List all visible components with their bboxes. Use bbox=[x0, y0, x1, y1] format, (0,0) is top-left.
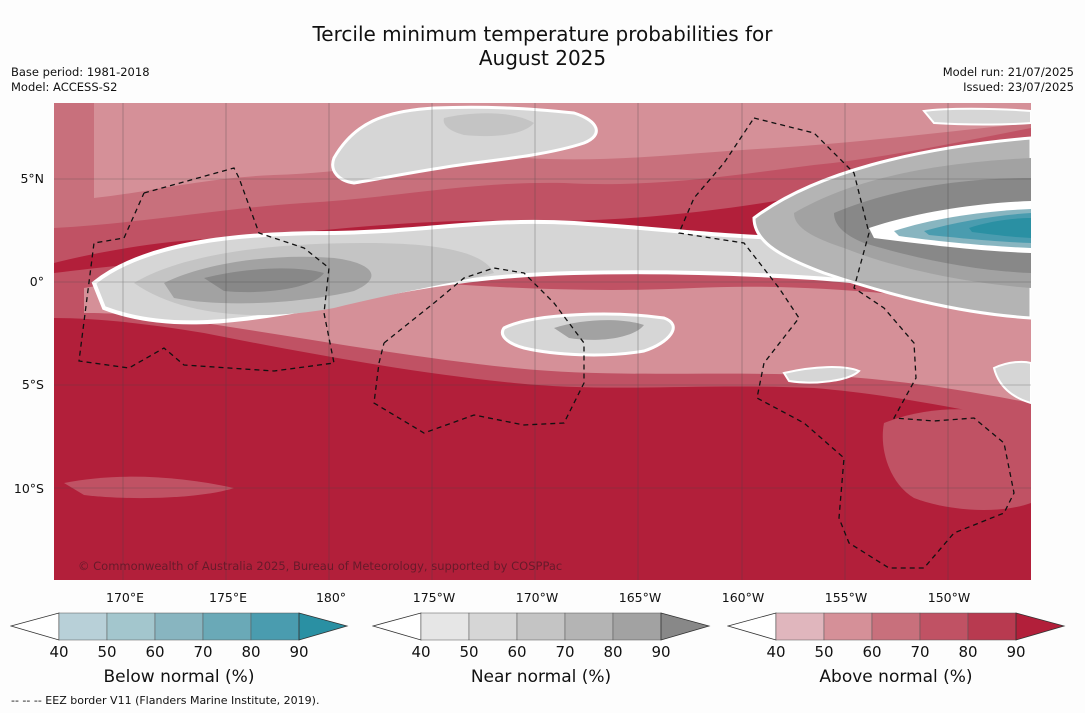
eez-footer-note: -- -- -- EEZ border V11 (Flanders Marine… bbox=[11, 694, 320, 707]
lat-label-0: 0° bbox=[29, 274, 44, 289]
colorbar-swatch bbox=[202, 612, 252, 641]
colorbar-above-normal: 40 50 60 70 80 90 Above normal (%) bbox=[726, 612, 1067, 687]
colorbar-extend-high bbox=[660, 612, 711, 641]
meta-left: Base period: 1981-2018 Model: ACCESS-S2 bbox=[11, 65, 150, 95]
lon-label-175e: 175°E bbox=[208, 590, 248, 605]
map-canvas bbox=[54, 103, 1031, 580]
colorbar-swatch bbox=[919, 612, 969, 641]
issued-date: Issued: 23/07/2025 bbox=[963, 80, 1074, 94]
colorbar-swatch bbox=[468, 612, 518, 641]
lon-label-155w: 155°W bbox=[824, 590, 868, 605]
lat-label-10s: 10°S bbox=[13, 481, 44, 496]
colorbar-below-normal: 40 50 60 70 80 90 Below normal (%) bbox=[9, 612, 350, 687]
lon-label-160w: 160°W bbox=[721, 590, 765, 605]
title-line-1: Tercile minimum temperature probabilitie… bbox=[312, 22, 773, 46]
lat-label-5s: 5°S bbox=[21, 377, 44, 392]
colorbar-swatch bbox=[775, 612, 825, 641]
lon-label-175w: 175°W bbox=[412, 590, 456, 605]
colorbar-extend-low bbox=[9, 612, 60, 641]
colorbar-extend-high bbox=[298, 612, 349, 641]
colorbar-swatch bbox=[106, 612, 156, 641]
colorbar-near-swatches bbox=[371, 612, 711, 641]
lon-label-150w: 150°W bbox=[927, 590, 971, 605]
title-line-2: August 2025 bbox=[478, 46, 607, 70]
colorbar-swatch bbox=[516, 612, 566, 641]
colorbar-below-label: Below normal (%) bbox=[103, 667, 255, 687]
colorbar-extend-low bbox=[726, 612, 777, 641]
probability-map: © Commonwealth of Australia 2025, Bureau… bbox=[54, 103, 1031, 580]
colorbar-swatch bbox=[154, 612, 204, 641]
meta-right: Model run: 21/07/2025 Issued: 23/07/2025 bbox=[943, 65, 1074, 95]
colorbar-swatch bbox=[250, 612, 300, 641]
colorbar-above-swatches bbox=[726, 612, 1066, 641]
lon-label-180: 180° bbox=[315, 590, 347, 605]
colorbar-extend-low bbox=[371, 612, 422, 641]
colorbar-below-swatches bbox=[9, 612, 349, 641]
colorbar-swatch bbox=[823, 612, 873, 641]
map-title: Tercile minimum temperature probabilitie… bbox=[0, 22, 1085, 70]
colorbar-near-normal: 40 50 60 70 80 90 Near normal (%) bbox=[371, 612, 712, 687]
model-name: Model: ACCESS-S2 bbox=[11, 80, 118, 94]
colorbar-above-label: Above normal (%) bbox=[819, 667, 973, 687]
colorbar-swatch bbox=[871, 612, 921, 641]
copyright-notice: © Commonwealth of Australia 2025, Bureau… bbox=[78, 559, 563, 573]
colorbar-swatch bbox=[967, 612, 1017, 641]
lat-label-5n: 5°N bbox=[20, 171, 44, 186]
lon-label-170e: 170°E bbox=[105, 590, 145, 605]
colorbar-near-label: Near normal (%) bbox=[470, 667, 612, 687]
colorbar-extend-high bbox=[1015, 612, 1066, 641]
lon-label-165w: 165°W bbox=[618, 590, 662, 605]
base-period: Base period: 1981-2018 bbox=[11, 65, 150, 79]
colorbar-swatch bbox=[58, 612, 108, 641]
colorbar-swatch bbox=[420, 612, 470, 641]
colorbar-swatch bbox=[612, 612, 662, 641]
model-run: Model run: 21/07/2025 bbox=[942, 65, 1074, 79]
colorbar-swatch bbox=[564, 612, 614, 641]
lon-label-170w: 170°W bbox=[515, 590, 559, 605]
